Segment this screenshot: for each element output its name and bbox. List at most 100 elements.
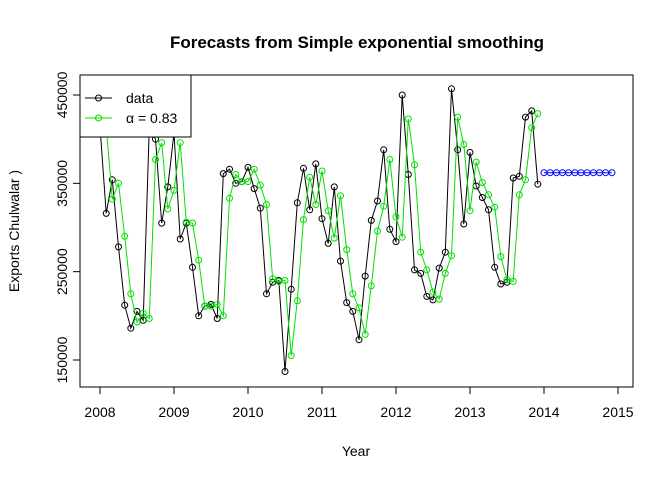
data-point-data xyxy=(374,197,381,205)
data-point-data xyxy=(102,209,110,217)
data-point-data xyxy=(195,312,203,320)
data-point-data xyxy=(312,160,320,168)
data-point-data xyxy=(232,179,240,187)
data-point-fitted xyxy=(250,165,258,173)
data-point-fitted xyxy=(392,213,400,221)
data-point-fitted xyxy=(367,282,375,290)
data-point-data xyxy=(392,238,400,246)
y-tick-label: 450000 xyxy=(54,71,70,118)
data-point-data xyxy=(306,206,314,214)
data-point-data xyxy=(139,316,147,324)
legend-box xyxy=(79,74,192,138)
data-point-fitted xyxy=(244,178,252,186)
x-tick-label: 2010 xyxy=(232,404,263,420)
x-tick-label: 2013 xyxy=(454,404,485,420)
data-point-fitted xyxy=(355,304,363,312)
data-point-fitted xyxy=(343,246,351,254)
data-point-fitted xyxy=(330,234,338,242)
data-point-fitted xyxy=(349,290,357,298)
data-point-data xyxy=(337,257,344,265)
data-point-data xyxy=(343,299,351,307)
data-point-data xyxy=(522,113,529,121)
data-point-fitted xyxy=(170,186,178,194)
data-point-fitted xyxy=(466,207,474,215)
data-point-fitted xyxy=(404,115,412,123)
chart-title: Forecasts from Simple exponential smooth… xyxy=(170,33,544,52)
data-point-fitted xyxy=(429,288,437,296)
data-point-fitted xyxy=(472,158,480,166)
data-point-fitted xyxy=(324,207,332,215)
data-point-data xyxy=(300,164,307,172)
data-point-fitted xyxy=(509,277,517,285)
data-point-data xyxy=(158,219,166,227)
data-point-data xyxy=(466,148,474,156)
data-point-fitted xyxy=(318,167,326,175)
data-point-data xyxy=(485,206,492,214)
legend-label-alpha: α = 0.83 xyxy=(126,110,178,126)
data-point-data xyxy=(108,176,116,184)
data-point-data xyxy=(380,146,388,154)
data-point-forecast xyxy=(608,169,616,177)
data-point-fitted xyxy=(281,277,289,284)
data-point-fitted xyxy=(503,276,511,284)
data-point-data xyxy=(417,269,425,277)
data-point-data xyxy=(281,368,289,375)
data-point-fitted xyxy=(207,302,215,310)
data-point-fitted xyxy=(121,232,129,240)
y-tick-label: 350000 xyxy=(54,160,70,207)
x-tick-label: 2008 xyxy=(84,404,115,420)
data-point-data xyxy=(460,220,468,228)
data-point-fitted xyxy=(158,139,166,147)
data-point-data xyxy=(349,307,357,315)
data-point-data xyxy=(121,301,129,309)
data-point-data xyxy=(189,263,196,271)
data-point-fitted xyxy=(213,300,221,308)
data-point-fitted xyxy=(460,141,468,148)
x-tick-label: 2009 xyxy=(158,404,189,420)
data-point-fitted xyxy=(411,161,418,169)
data-point-data xyxy=(491,263,499,271)
series-layer xyxy=(96,85,616,375)
data-point-data xyxy=(528,107,536,115)
data-point-data xyxy=(361,272,369,280)
data-point-fitted xyxy=(454,113,462,121)
data-point-fitted xyxy=(176,139,184,147)
data-point-fitted xyxy=(219,312,227,320)
data-point-fitted xyxy=(423,266,431,274)
data-point-data xyxy=(423,292,431,300)
data-point-fitted xyxy=(195,256,203,264)
data-point-data xyxy=(454,146,462,154)
legend-marker-alpha xyxy=(95,114,102,122)
data-point-fitted xyxy=(515,191,523,199)
x-tick-label: 2014 xyxy=(528,404,559,420)
x-axis: 2008 2009 2010 2011 2012 2013 2014 2015 xyxy=(84,386,634,420)
y-tick-label: 150000 xyxy=(54,336,70,383)
data-point-fitted xyxy=(287,352,295,360)
series-line-data xyxy=(99,88,539,372)
data-point-fitted xyxy=(374,227,381,235)
data-point-fitted xyxy=(256,181,264,189)
data-point-data xyxy=(244,163,252,171)
y-tick-label: 250000 xyxy=(54,248,70,295)
data-point-fitted xyxy=(417,248,425,256)
data-point-fitted xyxy=(226,194,233,202)
data-point-fitted xyxy=(189,219,196,227)
data-point-fitted xyxy=(478,179,486,186)
data-point-data xyxy=(213,315,221,322)
legend-marker-data xyxy=(95,94,102,102)
data-point-data xyxy=(448,85,455,93)
data-point-data xyxy=(386,225,394,233)
data-point-fitted xyxy=(485,191,492,199)
data-point-data xyxy=(355,336,363,344)
data-point-data xyxy=(398,91,406,99)
data-point-data xyxy=(509,174,517,182)
data-point-fitted xyxy=(337,192,344,200)
data-point-fitted xyxy=(145,315,153,322)
data-point-data xyxy=(435,264,443,272)
data-point-fitted xyxy=(491,203,499,211)
data-point-data xyxy=(330,183,338,191)
data-point-data xyxy=(534,180,542,188)
data-point-fitted xyxy=(528,124,536,132)
x-tick-label: 2015 xyxy=(602,404,633,420)
data-point-fitted xyxy=(293,297,301,305)
